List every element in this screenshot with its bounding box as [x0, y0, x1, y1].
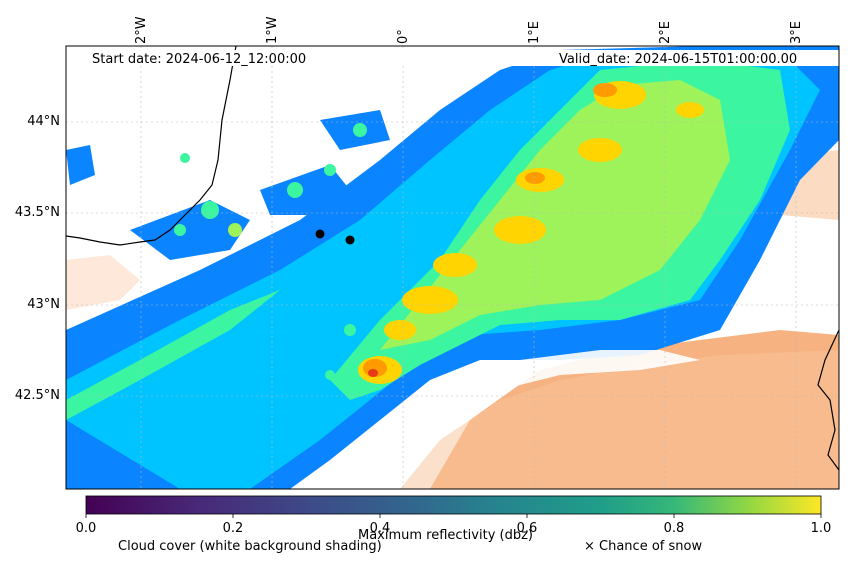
cloud-cover-legend: Cloud cover (white background shading): [118, 539, 382, 554]
lat-label: 42.5°N: [14, 388, 60, 403]
lon-label: 1°E: [527, 21, 542, 44]
lat-label: 44°N: [27, 114, 60, 129]
snow-legend: × Chance of snow: [584, 539, 703, 554]
colorbar-tick-label: 0.0: [75, 521, 97, 536]
lat-label: 43.5°N: [14, 205, 60, 220]
map-frame: [65, 45, 840, 490]
reflectivity-red-cells: [368, 369, 378, 377]
lon-label: 2°E: [658, 21, 673, 44]
valid-date-label: Valid_date: 2024-06-15T01:00:00.00: [559, 52, 798, 67]
coastline-west: [66, 46, 237, 246]
lon-label: 0°: [396, 29, 411, 44]
colorbar-tick-label: 0.4: [369, 521, 391, 536]
coastline-east: [817, 329, 839, 471]
colorbar-tick-label: 1.0: [810, 521, 832, 536]
lon-label: 3°E: [789, 21, 804, 44]
lon-label: 2°W: [134, 16, 149, 44]
colorbar-tick-label: 0.6: [516, 521, 538, 536]
reflectivity-band-green: [66, 290, 280, 420]
colorbar: [85, 495, 822, 515]
map-plot-area: [66, 46, 839, 489]
cloud-shading-edge: [400, 350, 839, 489]
start-date-label: Start date: 2024-06-12_12:00:00: [92, 52, 307, 67]
colorbar-ticks: [85, 514, 822, 518]
scattered-cells: [174, 123, 367, 435]
lat-label: 43°N: [27, 297, 60, 312]
lon-label: 1°W: [265, 16, 280, 44]
colorbar-tick-label: 0.2: [222, 521, 244, 536]
graticule: [66, 46, 839, 489]
location-marker: [315, 229, 325, 239]
colorbar-label: Maximum reflectivity (dbz): [358, 528, 533, 543]
location-marker: [345, 235, 355, 245]
colorbar-tick-label: 0.8: [663, 521, 685, 536]
